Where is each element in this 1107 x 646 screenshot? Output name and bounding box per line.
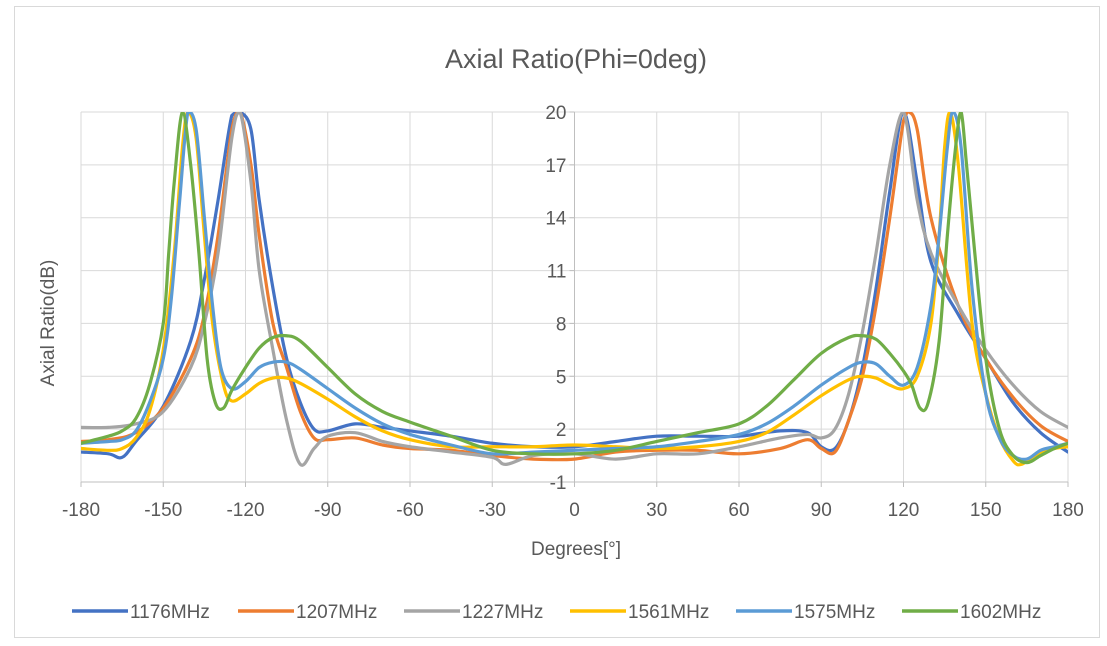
x-tick-label: -120 xyxy=(226,500,264,521)
x-tick-label: -150 xyxy=(144,500,182,521)
legend: 1176MHz 1207MHz 1227MHz 1561MHz 1575MHz 1602M… xyxy=(72,602,1041,623)
x-tick-label: 120 xyxy=(888,500,920,521)
x-tick-label: 150 xyxy=(970,500,1002,521)
x-tick-label: 30 xyxy=(646,500,667,521)
y-axis-label: Axial Ratio(dB) xyxy=(38,260,59,387)
y-tick-label: 20 xyxy=(545,103,566,124)
y-tick-label: 2 xyxy=(556,420,567,441)
y-tick-label: 11 xyxy=(547,262,567,283)
y-tick-label: 5 xyxy=(556,367,567,388)
series-line-1602MHz xyxy=(81,112,1068,465)
x-tick-label: 60 xyxy=(728,500,749,521)
legend-label: 1207MHz xyxy=(296,602,377,623)
y-tick-label: 14 xyxy=(545,209,567,230)
y-tick-label: 17 xyxy=(545,156,566,177)
x-tick-label: 180 xyxy=(1052,500,1084,521)
legend-label: 1602MHz xyxy=(960,602,1041,623)
y-tick-label: 8 xyxy=(556,314,567,335)
legend-label: 1575MHz xyxy=(794,602,875,623)
legend-label: 1561MHz xyxy=(628,602,709,623)
legend-label: 1227MHz xyxy=(462,602,543,623)
legend-label: 1176MHz xyxy=(130,602,210,623)
chart-title: Axial Ratio(Phi=0deg) xyxy=(445,44,707,74)
legend-item-1561MHz: 1561MHz xyxy=(570,602,709,623)
x-tick-label: -60 xyxy=(396,500,423,521)
legend-item-1602MHz: 1602MHz xyxy=(902,602,1041,623)
legend-item-1176MHz: 1176MHz xyxy=(72,602,210,623)
series-line-1575MHz xyxy=(81,112,1068,462)
x-tick-label: 0 xyxy=(569,500,580,521)
x-tick-label: 90 xyxy=(811,500,832,521)
x-tick-label: -90 xyxy=(314,500,341,521)
tick-labels: -180 -150 -120 -90 -60 -30 0 30 60 90 120 150 180-12… xyxy=(62,103,1084,521)
legend-item-1575MHz: 1575MHz xyxy=(736,602,875,623)
axes xyxy=(80,111,1069,487)
legend-item-1227MHz: 1227MHz xyxy=(404,602,543,623)
x-tick-label: -30 xyxy=(479,500,506,521)
x-axis-label: Degrees[°] xyxy=(531,539,621,560)
series-line-1227MHz xyxy=(81,112,1068,467)
legend-item-1207MHz: 1207MHz xyxy=(238,602,377,623)
y-tick-label: -1 xyxy=(550,473,567,494)
series-lines xyxy=(81,112,1068,467)
x-tick-label: -180 xyxy=(62,500,100,521)
